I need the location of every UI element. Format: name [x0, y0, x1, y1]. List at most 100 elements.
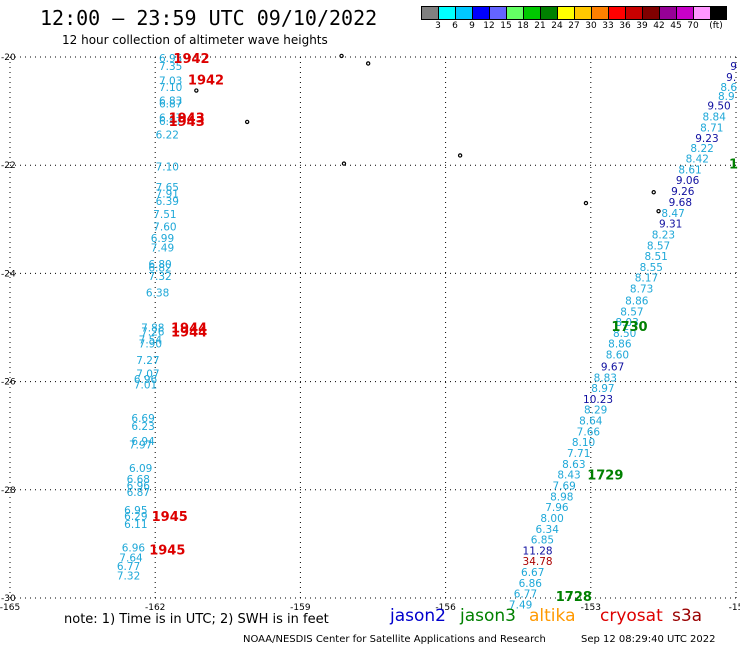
legend-label: 42 [653, 21, 665, 31]
island-marker [457, 153, 463, 158]
pass-time-label: 1728 [556, 590, 592, 605]
swh-value-label: 8.60 [606, 350, 629, 362]
swh-value-label: 6.94 [131, 436, 155, 448]
island-marker [339, 53, 344, 59]
swh-value-label: 7.88 [141, 323, 164, 335]
x-tick-label: -159 [290, 603, 311, 613]
pass-time-label: 1729 [587, 469, 623, 484]
pass-time-label: 1944 [171, 325, 207, 340]
swh-value-label: 8.84 [703, 112, 727, 124]
swh-value-label: 7.65 [156, 182, 179, 194]
swh-value-label: 7.03 [159, 75, 182, 87]
y-tick-label: -26 [1, 378, 16, 388]
swh-value-label: 6.96 [134, 374, 158, 386]
swh-value-label: 7.27 [136, 355, 159, 367]
swh-value-label: 7.91 [156, 188, 179, 200]
legend-label: 9 [469, 21, 475, 31]
legend-swatch [608, 6, 625, 20]
footer-credit: NOAA/NESDIS Center for Satellite Applica… [243, 634, 546, 645]
swh-value-label: 6.68 [127, 474, 150, 486]
swh-value-label: 7.96 [545, 502, 569, 514]
pass-time-label: 1730 [611, 320, 647, 335]
legend-swatch [557, 6, 574, 20]
swh-value-label: 7.07 [136, 368, 159, 380]
swh-value-label: 8.42 [686, 154, 709, 166]
swh-value-label: 8.00 [540, 513, 563, 525]
swh-value-label: 8.9 [718, 91, 735, 103]
legend-swatch [710, 6, 727, 20]
legend-swatch [472, 6, 489, 20]
swh-value-label: 8.22 [690, 143, 713, 155]
swh-value-label: 6.09 [129, 463, 152, 475]
legend-label: 27 [568, 21, 580, 31]
legend-swatch [574, 6, 591, 20]
swh-value-label: 8.47 [661, 208, 684, 220]
y-tick-label: -24 [1, 269, 16, 279]
swh-value-label: 9.68 [669, 197, 692, 209]
legend-swatch [455, 6, 472, 20]
legend-label: 70 [687, 21, 699, 31]
x-tick-label: -165 [0, 603, 20, 613]
island-marker [583, 200, 589, 206]
units-note: note: 1) Time is in UTC; 2) SWH is in fe… [64, 612, 329, 627]
swh-value-label: 8.98 [550, 491, 573, 503]
legend-swatch [676, 6, 693, 20]
legend-swatch [625, 6, 642, 20]
swh-value-label: 7.54 [139, 334, 163, 346]
swh-value-label: 6.34 [536, 524, 560, 536]
legend-label: 39 [636, 21, 648, 31]
legend-label: 15 [500, 21, 512, 31]
swh-value-label: 7.49 [151, 242, 174, 254]
swh-value-label: 8.03 [615, 317, 638, 329]
swh-value-label: 8.73 [630, 284, 653, 296]
swh-value-label: 6.83 [159, 95, 182, 107]
swh-value-label: 8.61 [678, 165, 701, 177]
swh-value-label: 6.86 [519, 578, 543, 590]
swh-value-label: 8.43 [557, 470, 580, 482]
swh-value-label: 6.85 [531, 535, 554, 547]
satellite-label-s3a: s3a [672, 606, 703, 626]
satellite-label-jason3: jason3 [460, 606, 516, 626]
x-tick-label: -15 [729, 603, 740, 613]
island-marker [244, 119, 250, 125]
legend-label: (ft) [709, 21, 723, 31]
swh-value-label: 6.47 [159, 116, 182, 128]
legend-swatch [523, 6, 540, 20]
swh-value-label: 6.99 [151, 233, 174, 245]
legend-label: 45 [670, 21, 682, 31]
island-marker [194, 88, 199, 93]
swh-value-label: 8.97 [591, 383, 614, 395]
legend-label: 36 [619, 21, 631, 31]
legend-swatch [506, 6, 523, 20]
swh-value-label: 6.96 [122, 543, 146, 555]
satellite-label-cryosat: cryosat [600, 606, 663, 626]
swh-value-label: 6.77 [514, 589, 537, 601]
swh-value-label: 8.29 [584, 405, 607, 417]
chart-title: 12:00 – 23:59 UTC 09/10/2022 [40, 6, 378, 30]
pass-time-label: 1944 [171, 322, 207, 337]
x-tick-label: -153 [581, 603, 601, 613]
swh-value-label: 8.64 [579, 416, 603, 428]
legend-frame [421, 6, 727, 20]
swh-value-label: 9.67 [601, 361, 624, 373]
swh-value-label: 6.82 [148, 262, 171, 274]
swh-value-label: 8.63 [562, 459, 585, 471]
swh-value-label: 7.01 [134, 379, 157, 391]
y-tick-label: -20 [1, 53, 16, 63]
legend-swatch [693, 6, 710, 20]
swh-value-label: 7.10 [159, 82, 182, 94]
pass-time-label: 1943 [169, 115, 205, 130]
swh-value-label: 7.26 [141, 326, 165, 338]
swh-value-label: 8.23 [652, 229, 675, 241]
chart-subtitle: 12 hour collection of altimeter wave hei… [62, 33, 328, 47]
swh-value-label: 6.22 [156, 129, 179, 141]
satellite-label-jason2: jason2 [390, 606, 446, 626]
swh-value-label: 8.71 [700, 122, 723, 134]
legend-swatch [642, 6, 659, 20]
swh-value-label: 6.47 [159, 113, 182, 125]
swh-value-label: 7.64 [119, 552, 143, 564]
swh-value-label: 8.51 [644, 251, 667, 263]
legend-label: 3 [435, 21, 441, 31]
y-tick-label: -30 [1, 594, 16, 604]
